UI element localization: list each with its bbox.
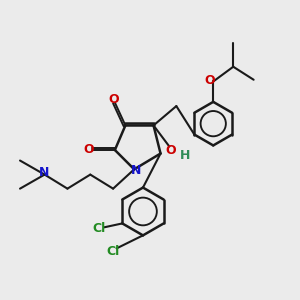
Text: H: H <box>180 149 190 162</box>
Text: Cl: Cl <box>92 222 106 235</box>
Text: O: O <box>109 93 119 106</box>
Text: O: O <box>83 143 94 156</box>
Text: O: O <box>165 143 176 157</box>
Text: N: N <box>130 164 141 176</box>
Text: N: N <box>39 166 49 179</box>
Text: O: O <box>204 74 215 87</box>
Text: Cl: Cl <box>106 245 120 258</box>
